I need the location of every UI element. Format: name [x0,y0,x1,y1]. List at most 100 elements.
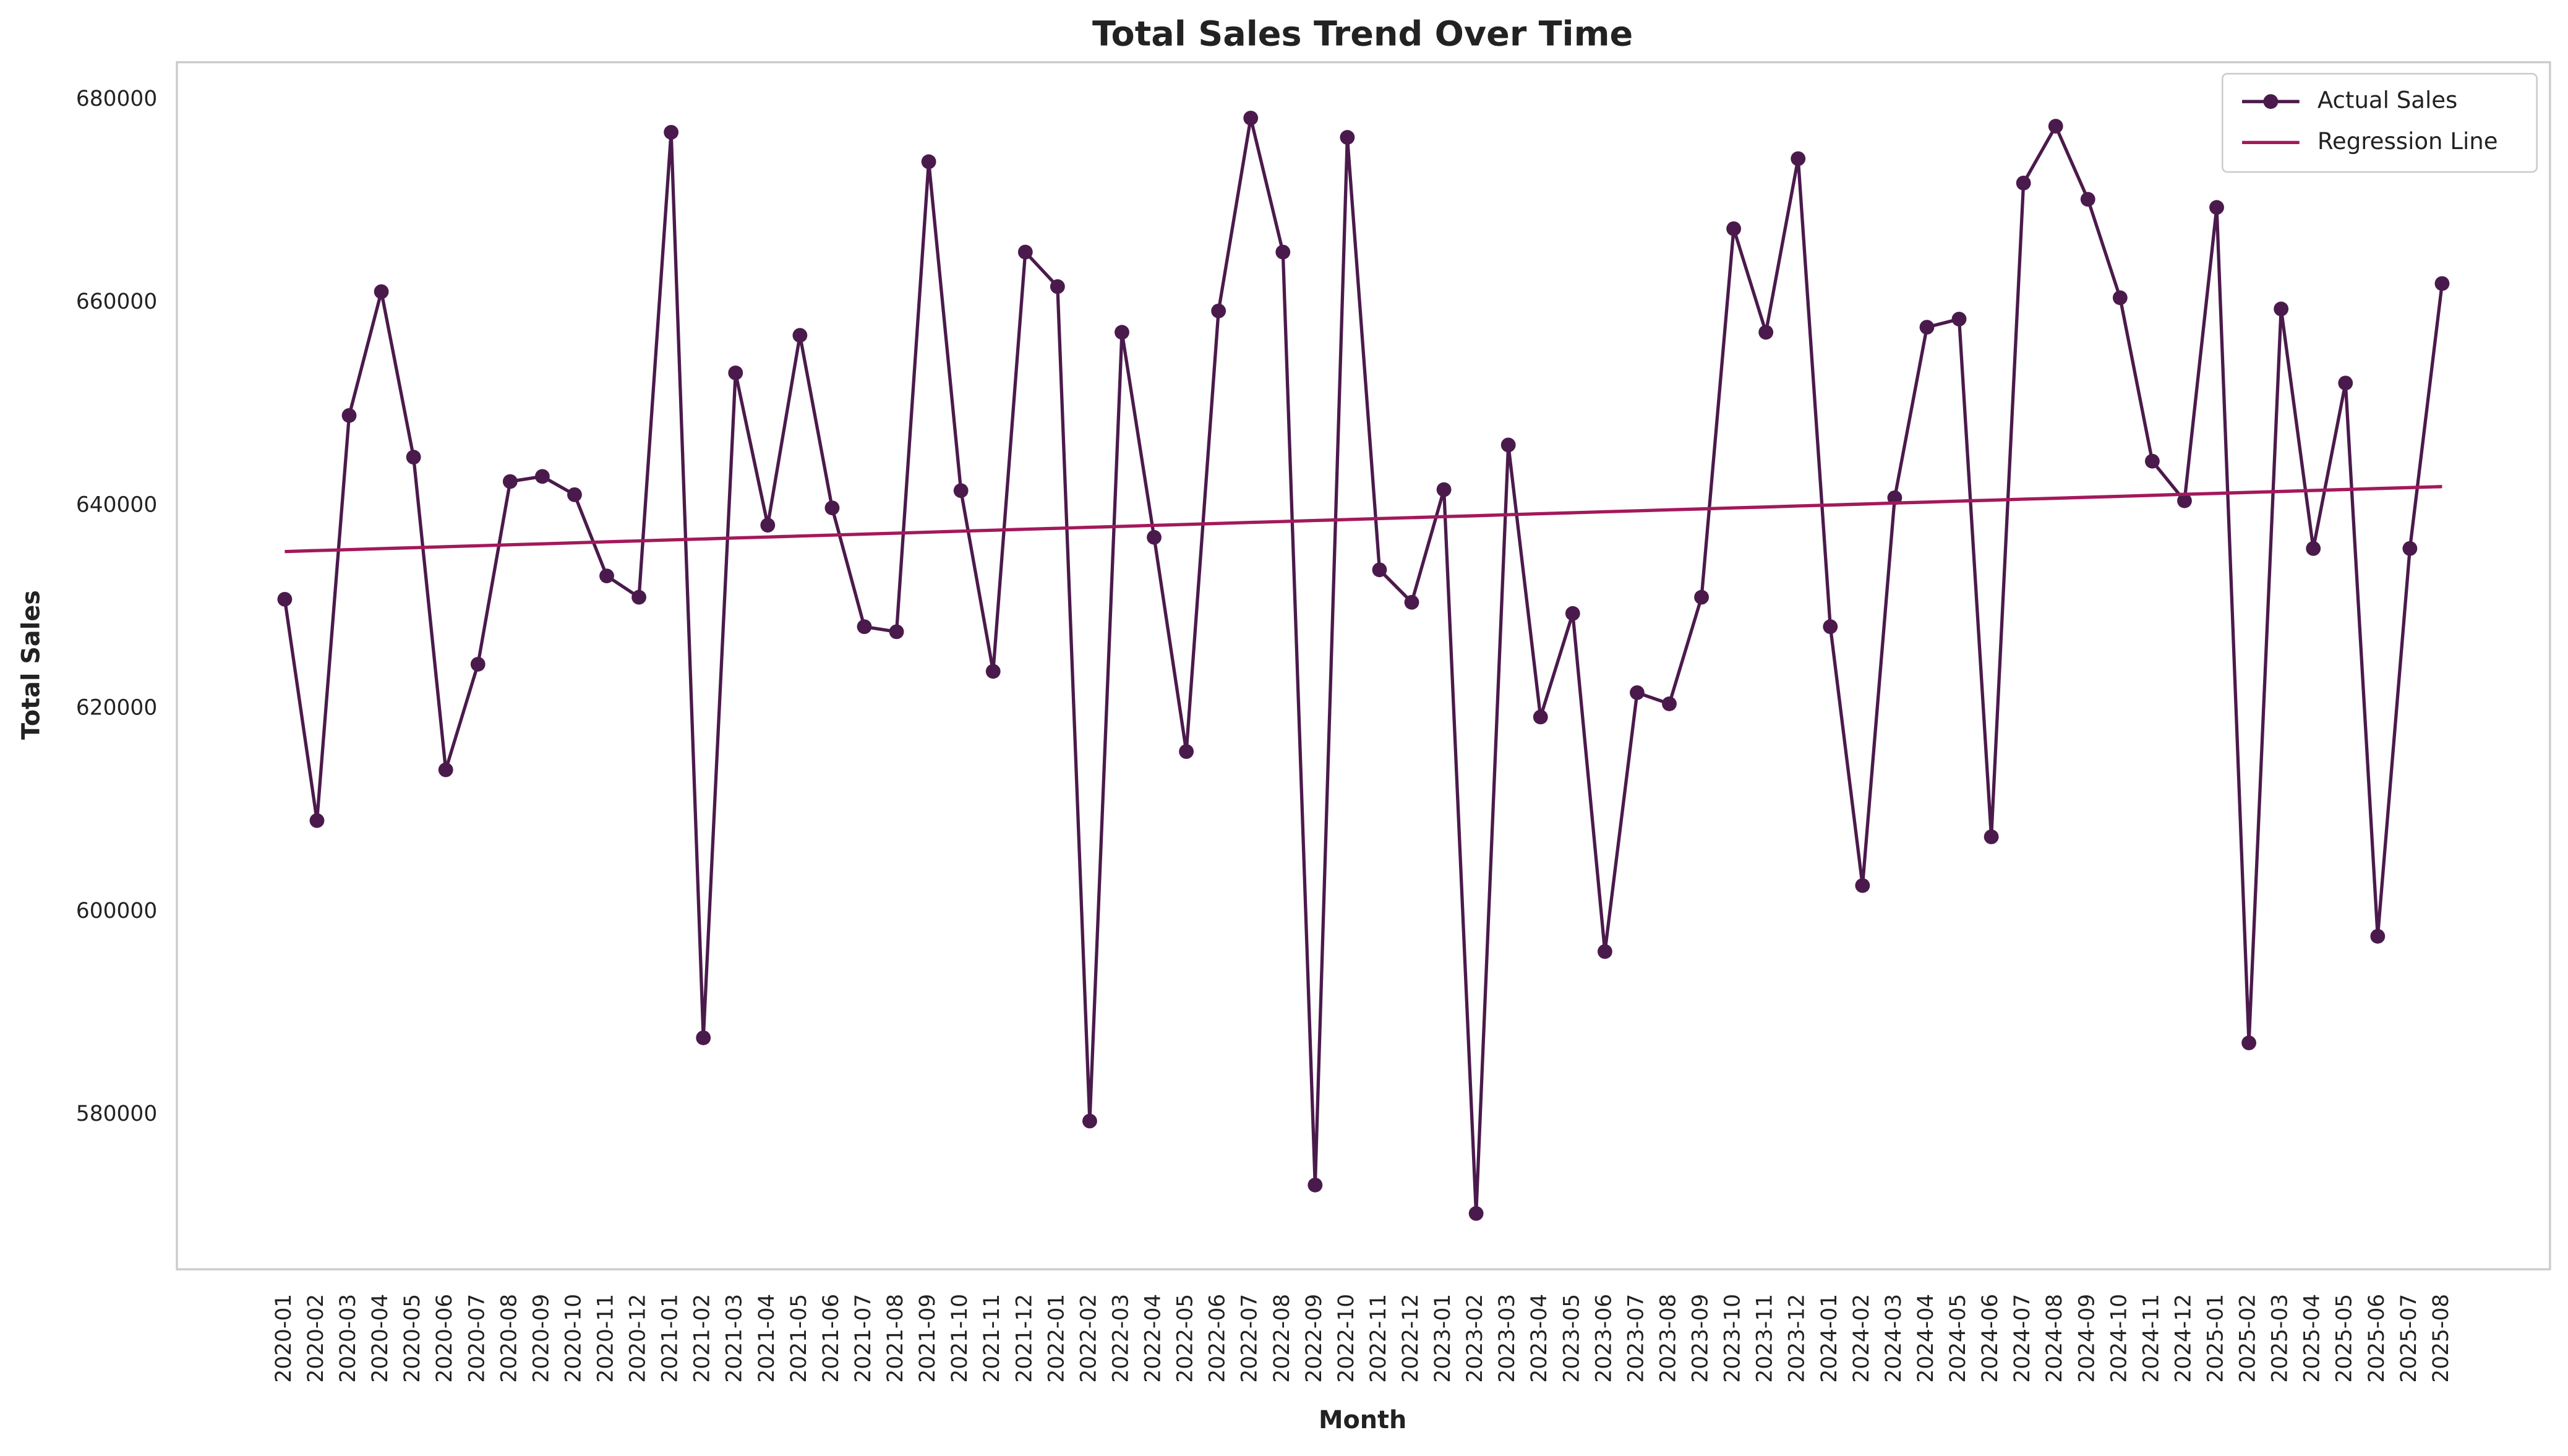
legend-label: Actual Sales [2318,87,2458,114]
data-point [1082,1113,1097,1129]
x-tick-label: 2020-03 [336,1294,361,1383]
data-point [1404,594,1419,610]
data-point [1533,709,1548,725]
x-tick-label: 2024-02 [1849,1294,1874,1383]
y-tick-label: 580000 [76,1102,157,1126]
data-point [1017,244,1033,260]
data-point [1500,437,1516,453]
x-tick-label: 2023-12 [1785,1294,1810,1383]
data-point [2177,493,2192,508]
x-tick-label: 2023-08 [1656,1294,1680,1383]
data-point [502,474,518,489]
x-tick-label: 2020-09 [529,1294,554,1383]
data-point [374,284,389,299]
x-tick-label: 2020-10 [561,1294,586,1383]
x-tick-label: 2020-02 [304,1294,328,1383]
x-tick-label: 2021-06 [819,1294,844,1383]
x-tick-label: 2023-04 [1527,1294,1552,1383]
data-point [824,500,840,516]
data-point [1630,685,1645,700]
data-point [277,591,293,607]
data-point [1211,303,1226,319]
x-tick-label: 2025-04 [2300,1294,2325,1383]
x-tick-label: 2021-01 [658,1294,683,1383]
y-axis-label: Total Sales [17,590,45,740]
y-tick-label: 680000 [76,87,157,111]
data-point [2080,192,2095,207]
x-tick-label: 2025-08 [2429,1294,2454,1383]
data-point [664,124,679,140]
data-point [2402,541,2418,556]
data-point [2306,541,2321,556]
data-point [857,619,872,635]
x-tick-label: 2024-07 [2010,1294,2035,1383]
x-tick-label: 2023-03 [1495,1294,1520,1383]
x-tick-label: 2024-03 [1881,1294,1906,1383]
x-tick-label: 2025-02 [2236,1294,2261,1383]
x-tick-label: 2021-07 [851,1294,876,1383]
data-point [1758,325,1774,340]
legend: Actual Sales Regression Line [2221,72,2538,173]
x-tick-label: 2020-06 [432,1294,457,1383]
x-tick-label: 2023-05 [1559,1294,1584,1383]
plot-area [176,61,2551,1270]
x-tick-label: 2022-05 [1173,1294,1198,1383]
x-tick-label: 2022-12 [1398,1294,1423,1383]
x-tick-label: 2022-04 [1141,1294,1166,1383]
x-tick-label: 2023-01 [1431,1294,1455,1383]
data-point [309,813,325,828]
x-tick-label: 2024-06 [1978,1294,2003,1383]
data-point [2370,928,2386,944]
data-point [1115,325,1129,340]
data-point [1984,829,1999,844]
data-point [406,450,421,465]
data-point [696,1030,711,1045]
data-point [728,365,743,380]
x-tick-label: 2022-06 [1205,1294,1230,1383]
x-tick-label: 2024-08 [2042,1294,2067,1383]
data-point [599,568,614,584]
data-point [1951,311,1967,327]
data-point [1855,878,1870,893]
x-tick-label: 2020-04 [368,1294,393,1383]
data-point [1179,744,1194,759]
x-tick-label: 2020-07 [464,1294,489,1383]
x-tick-label: 2021-04 [755,1294,779,1383]
y-tick-label: 600000 [76,899,157,923]
x-tick-label: 2022-03 [1108,1294,1133,1383]
data-point [1565,606,1580,621]
x-tick-label: 2021-09 [915,1294,940,1383]
x-tick-label: 2023-10 [1721,1294,1745,1383]
x-tick-label: 2024-04 [1914,1294,1938,1383]
data-point [1823,619,1838,635]
x-tick-label: 2022-01 [1044,1294,1069,1383]
data-point [2338,375,2353,391]
data-point [2434,276,2450,291]
data-point [567,487,582,502]
x-tick-label: 2022-07 [1238,1294,1262,1383]
data-point [1372,562,1387,578]
data-point [2016,176,2031,191]
x-tick-label: 2025-07 [2397,1294,2421,1383]
data-point [2112,290,2128,306]
data-point [631,589,646,605]
data-point [953,483,969,499]
data-point [534,469,550,484]
x-tick-label: 2025-06 [2365,1294,2389,1383]
chart-title: Total Sales Trend Over Time [1092,14,1633,54]
data-point [438,762,453,777]
x-tick-label: 2024-09 [2074,1294,2099,1383]
data-point [341,408,357,423]
x-tick-label: 2023-02 [1463,1294,1487,1383]
x-tick-label: 2021-12 [1012,1294,1037,1383]
data-point [2241,1035,2256,1051]
x-tick-label: 2021-02 [690,1294,715,1383]
data-point [985,664,1001,679]
x-tick-label: 2024-11 [2139,1294,2164,1383]
x-tick-label: 2023-07 [1624,1294,1648,1383]
series-line [283,118,2444,1214]
data-point [1050,279,1065,294]
x-tick-label: 2022-10 [1334,1294,1359,1383]
